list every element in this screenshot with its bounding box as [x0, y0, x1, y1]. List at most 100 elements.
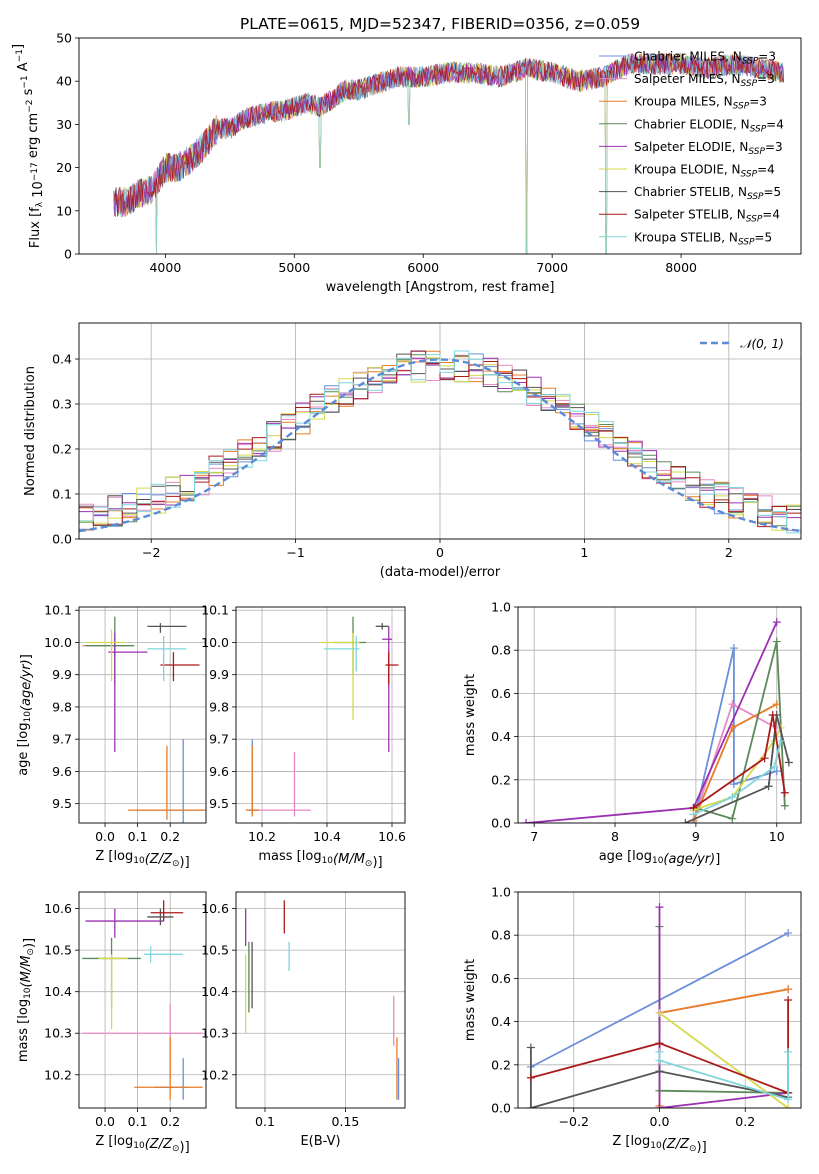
label-part: erg cm	[26, 113, 41, 162]
label-part: Flux [	[28, 212, 43, 248]
errorbar-km	[245, 745, 259, 817]
label-part: −2	[25, 100, 35, 113]
weight-marker-cm	[772, 767, 781, 776]
label-part: (M/M	[333, 852, 365, 867]
legend-label-main: Salpeter STELIB, N	[634, 208, 746, 222]
weight-marker-cs	[526, 1104, 535, 1108]
errorbar-ss	[160, 652, 200, 682]
label-part: log	[630, 1134, 650, 1149]
label-part: Normed distribution	[23, 366, 38, 496]
weight-marker-cs	[655, 1067, 664, 1076]
y-tick-label: 9.6	[209, 764, 229, 779]
legend-label-tail: =3	[758, 50, 776, 64]
label-part: age [	[16, 742, 31, 775]
y-tick-label: 9.9	[209, 667, 229, 682]
legend-label-tail: =3	[749, 95, 767, 109]
weight-marker-cm	[729, 780, 738, 789]
label-part: ]	[715, 852, 720, 867]
label-part: mass weight	[463, 959, 478, 1041]
label-part: Z [	[95, 1134, 113, 1149]
y-axis-label: Normed distribution	[23, 366, 38, 496]
y-tick-label: 10.0	[201, 635, 229, 650]
y-tick-label: 0.3	[52, 397, 72, 412]
hist-line-ks	[79, 350, 801, 539]
errorbar-ks	[147, 636, 187, 682]
plot-area	[245, 900, 400, 1100]
legend-label-tail: =4	[766, 117, 784, 131]
weight-marker-ss	[655, 1039, 664, 1048]
label-subscript: λ	[35, 201, 45, 207]
plot-area	[82, 616, 206, 823]
label-part: Z [	[612, 1134, 630, 1149]
x-axis-label: Z [log10(Z/Z⊙)]	[95, 1134, 189, 1155]
x-tick-label: 0.1	[128, 829, 148, 844]
x-tick-label: 4000	[149, 260, 181, 275]
errorbar-cs	[147, 623, 187, 633]
errorbar-sm	[82, 1004, 203, 1079]
legend-label-sub: SSP	[748, 147, 765, 157]
weight-marker-ks	[655, 1047, 664, 1056]
gaussian-curve	[79, 358, 801, 533]
plot-area	[522, 618, 793, 823]
label-part: ]	[19, 654, 34, 659]
y-tick-label: 10.6	[201, 901, 229, 916]
legend-label-sub: SSP	[733, 102, 750, 112]
legend-label: Salpeter ELODIE, NSSP=3	[634, 140, 783, 157]
y-tick-label: 30	[56, 117, 72, 132]
weight-line-ke	[693, 727, 782, 811]
y-tick-label: 9.7	[52, 732, 72, 747]
label-part: (age/yr)	[663, 852, 715, 867]
label-part: ]	[11, 44, 26, 49]
y-tick-label: 10.4	[201, 984, 229, 999]
legend-label-tail: =4	[757, 163, 775, 177]
legend-label-main: Chabrier STELIB, N	[634, 185, 747, 199]
weight-marker-ss	[526, 1073, 535, 1082]
label-subscript: 10	[133, 1141, 145, 1151]
x-axis-label: (data-model)/error	[380, 565, 501, 580]
plot-age_vs_Z: 0.0 0.1 0.29.59.69.79.89.910.010.1Z [log10…	[16, 603, 207, 870]
label-part: mass weight	[463, 674, 478, 756]
plot-mass_vs_EBV: 0.1 0.15 10.2 10.3 10.4 10.5 10.6 E(B-V)	[201, 891, 406, 1149]
legend-label-main: Kroupa STELIB, N	[634, 230, 738, 244]
label-part: ⊙	[172, 859, 180, 869]
label-part: )]	[180, 855, 190, 870]
weight-marker-ks	[770, 762, 779, 771]
label-part: 10	[31, 181, 46, 202]
axes-frame	[78, 606, 207, 824]
errorbar-ss	[385, 652, 399, 685]
legend-label-sub: SSP	[746, 215, 763, 225]
errorbar-cm	[249, 739, 259, 814]
axes-frame	[517, 891, 802, 1109]
label-part: age [	[599, 849, 632, 864]
label-part: )]	[180, 1140, 190, 1155]
x-tick-label: −2	[142, 545, 160, 560]
y-tick-label: 9.8	[52, 699, 72, 714]
x-tick-label: 0.0	[95, 829, 115, 844]
y-tick-label: 0.6	[491, 971, 511, 986]
label-part: log	[113, 849, 133, 864]
weight-line-ks	[693, 740, 782, 816]
x-tick-label: 5000	[278, 260, 310, 275]
label-subscript: 10	[23, 987, 33, 999]
plot-area	[526, 903, 793, 1108]
legend-label-tail: =4	[762, 208, 780, 222]
y-axis-label: mass weight	[463, 674, 478, 756]
label-part: log	[16, 723, 31, 743]
errorbar-km	[134, 1037, 203, 1100]
weight-marker-ks	[689, 810, 698, 819]
label-part: mass [	[16, 1019, 31, 1062]
label-subscript: 10	[133, 856, 145, 866]
legend-label: Kroupa ELODIE, NSSP=4	[634, 163, 775, 180]
weight-marker-ks	[784, 1095, 793, 1104]
weight-line-ks	[658, 1051, 789, 1101]
axes-frame	[235, 606, 406, 824]
weight-marker-cs	[784, 758, 793, 767]
y-tick-label: 0.2	[491, 1057, 511, 1072]
axes-frame	[78, 891, 207, 1109]
weight-line-km	[658, 988, 789, 1106]
axes-frame	[235, 891, 406, 1109]
errorbar-ke	[85, 629, 125, 682]
plot-area	[79, 350, 801, 539]
label-part: (age/yr)	[19, 659, 34, 711]
